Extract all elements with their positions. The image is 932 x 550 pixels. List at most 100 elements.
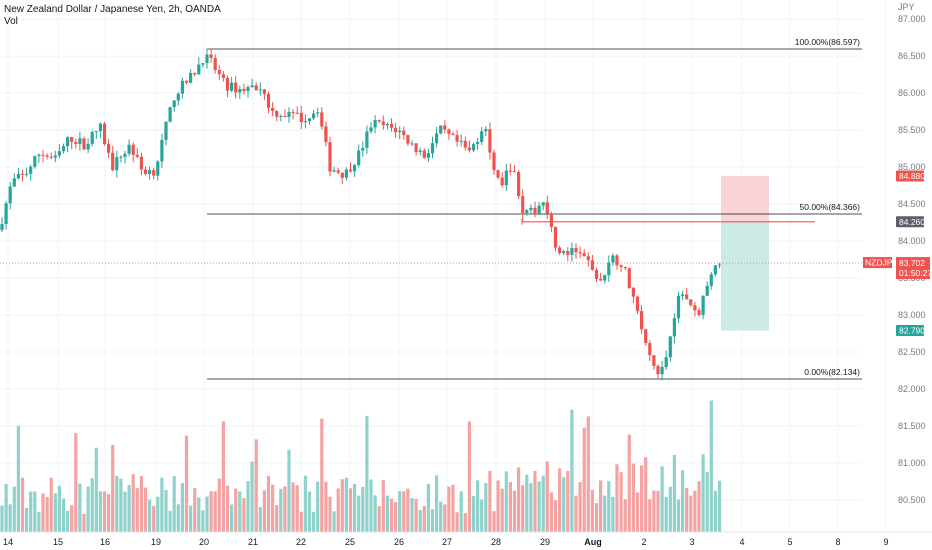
- candle-body: [328, 142, 332, 172]
- candle-body: [197, 64, 201, 75]
- candle-body: [389, 123, 394, 128]
- candle-body: [631, 287, 635, 297]
- candle-body: [143, 169, 148, 175]
- candle-body: [4, 203, 8, 225]
- volume-bar: [209, 491, 213, 532]
- candle-body: [176, 93, 180, 101]
- fib-level-label: 100.00%(86.597): [795, 37, 860, 47]
- candle-body: [627, 268, 631, 288]
- candle-body: [664, 357, 668, 367]
- candle-body: [648, 343, 652, 356]
- candle-body: [307, 118, 312, 122]
- volume-bar: [4, 483, 8, 532]
- volume-bar: [291, 482, 295, 532]
- candle-body: [127, 144, 131, 154]
- y-tick-label: 83.000: [898, 310, 926, 320]
- volume-bar: [172, 476, 176, 532]
- candle-body: [234, 82, 238, 93]
- candle-body: [644, 329, 648, 344]
- symbol-tag-bg: [863, 257, 892, 269]
- target-price-tag-bg: [896, 324, 924, 336]
- candle-body: [29, 166, 33, 174]
- volume-bar: [455, 512, 459, 532]
- candle-body: [611, 255, 615, 263]
- candle-body: [717, 264, 722, 266]
- candle-body: [480, 131, 484, 142]
- fib-level-label: 50.00%(84.366): [800, 202, 861, 212]
- volume-bar: [266, 475, 271, 532]
- candle-body: [517, 172, 521, 197]
- candle-body: [578, 252, 582, 254]
- candle-body: [90, 132, 94, 144]
- volume-bar: [78, 483, 82, 532]
- volume-bar: [340, 479, 344, 532]
- candle-body: [111, 152, 115, 171]
- candle-body: [61, 146, 66, 152]
- volume-bar: [115, 475, 119, 532]
- x-tick-label: 28: [491, 537, 501, 547]
- candles: [0, 48, 722, 381]
- volume-bar: [213, 491, 217, 532]
- volume-bar: [49, 477, 53, 532]
- candle-body: [164, 121, 168, 140]
- candle-body: [705, 285, 709, 296]
- stop-loss-zone: [721, 175, 769, 222]
- volume-bar: [500, 488, 504, 532]
- volume-bar: [180, 483, 184, 532]
- candle-body: [189, 72, 193, 83]
- candle-body: [0, 224, 4, 230]
- x-tick-label: 5: [787, 537, 792, 547]
- volume-bar: [570, 409, 574, 532]
- x-tick-label: 4: [739, 537, 744, 547]
- volume-bar: [328, 496, 332, 532]
- stop-price-tag-bg: [896, 170, 924, 182]
- position-zones: [0, 175, 862, 331]
- candle-body: [668, 336, 672, 358]
- volume-bar: [644, 457, 648, 532]
- candle-body: [586, 256, 590, 261]
- volume-bar: [37, 511, 41, 532]
- candle-body: [676, 295, 681, 319]
- volume-bar: [422, 505, 426, 532]
- volume-bar: [717, 480, 722, 532]
- volume-bar: [619, 472, 623, 532]
- target-price-tag: 82.790: [899, 325, 925, 335]
- volume-bar: [660, 466, 664, 532]
- volume-bar: [385, 495, 389, 532]
- candle-body: [406, 135, 410, 144]
- volume-bar: [225, 485, 230, 532]
- volume-bar: [590, 489, 594, 532]
- candle-body: [57, 151, 61, 156]
- candle-body: [439, 125, 443, 134]
- candle-body: [152, 170, 156, 176]
- volume-bar: [676, 499, 681, 532]
- volume-bar: [418, 510, 422, 532]
- candle-body: [53, 155, 57, 158]
- volume-bar: [275, 505, 279, 532]
- candle-body: [410, 143, 414, 145]
- candle-body: [357, 150, 361, 166]
- candle-body: [86, 143, 90, 150]
- candle-body: [201, 63, 205, 65]
- volume-bar: [123, 491, 127, 532]
- countdown-tag: 01:50:27: [899, 268, 932, 278]
- volume-bar: [312, 511, 316, 532]
- y-axis-unit: JPY: [898, 2, 915, 12]
- volume-bar: [631, 463, 635, 532]
- candle-body: [115, 157, 119, 171]
- candle-body: [160, 139, 164, 162]
- volume-bar: [537, 481, 541, 532]
- volume-bar: [20, 477, 25, 532]
- volume-bar: [517, 467, 521, 532]
- volume-bar: [414, 498, 418, 532]
- volume-bar: [635, 492, 640, 532]
- candle-body: [467, 147, 471, 151]
- x-tick-label: 25: [345, 537, 355, 547]
- candle-body: [66, 137, 70, 147]
- volume-bar: [135, 488, 139, 532]
- volume-bar: [681, 470, 685, 532]
- candle-body: [312, 113, 316, 119]
- candle-body: [603, 275, 607, 281]
